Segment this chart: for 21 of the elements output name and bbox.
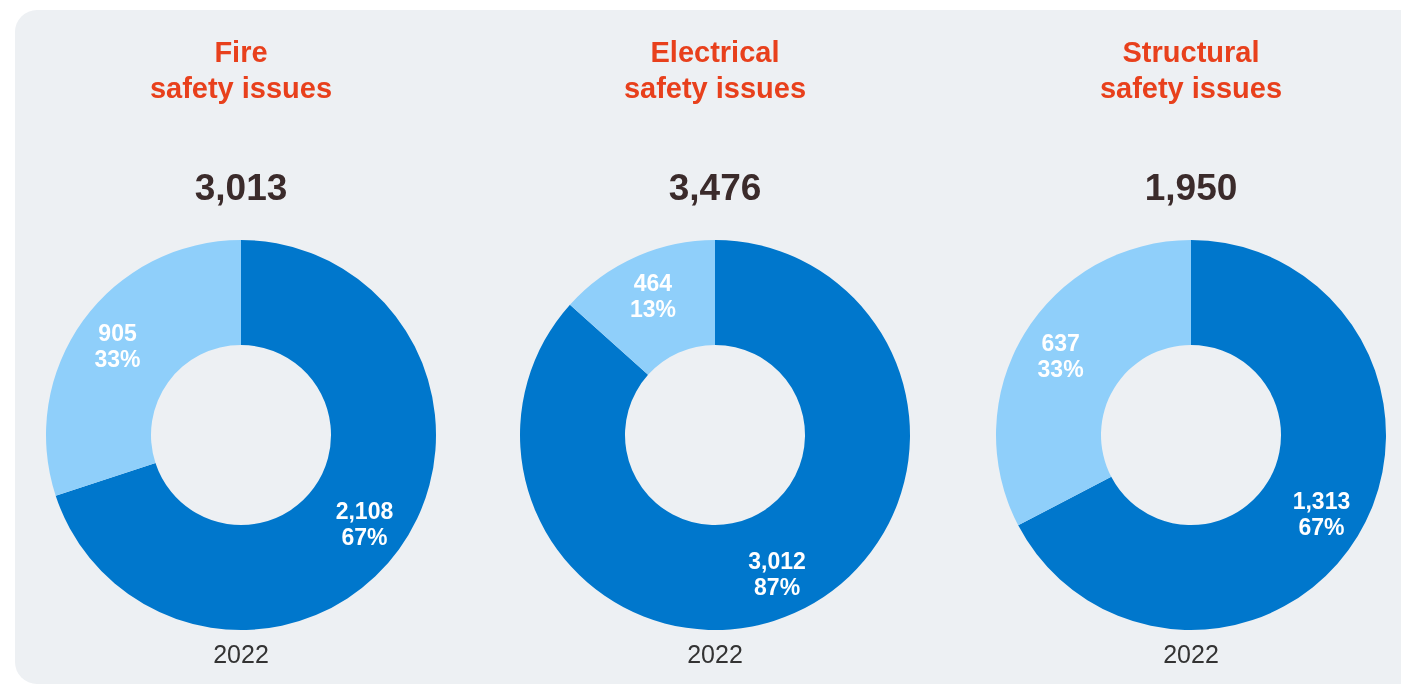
chart-title: Structural safety issues: [1099, 36, 1283, 104]
data-label: 464 13%: [629, 269, 676, 322]
donut-slice: [1018, 240, 1386, 630]
chart-subtitle: 3,013: [194, 167, 288, 208]
donut-slice: [55, 240, 436, 630]
data-label: 1,313 67%: [1292, 488, 1351, 540]
data-label: 2,108 67%: [335, 498, 394, 551]
text: 2022: [213, 640, 269, 668]
donut-slice: [569, 240, 715, 375]
text: 2022: [687, 640, 743, 668]
chart-subtitle: 3,476: [668, 167, 762, 208]
text: 2022: [1163, 640, 1219, 668]
data-label: 3,012 87%: [748, 548, 806, 601]
donut-slice: [520, 240, 910, 630]
donut-slice: [996, 240, 1191, 526]
chart-title: Fire safety issues: [149, 36, 333, 104]
chart-title: Electrical safety issues: [623, 36, 807, 104]
donut-slice: [46, 240, 241, 496]
data-label: 637 33%: [1037, 330, 1084, 382]
data-label: 905 33%: [94, 319, 141, 372]
chart-subtitle: 1,950: [1144, 167, 1238, 208]
